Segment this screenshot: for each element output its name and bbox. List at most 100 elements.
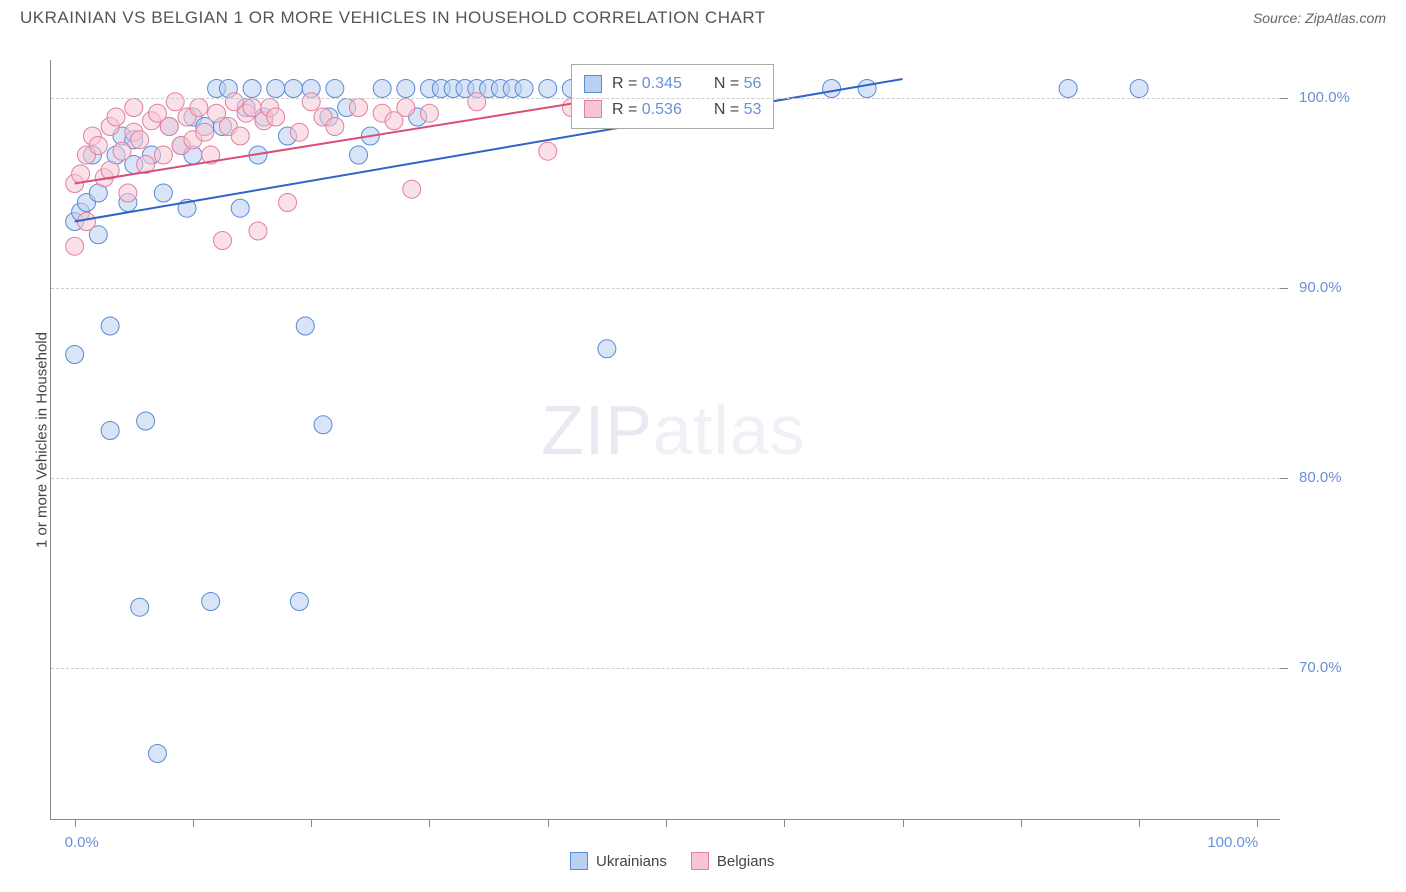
data-point <box>154 146 172 164</box>
data-point <box>202 593 220 611</box>
y-axis-label: 1 or more Vehicles in Household <box>34 310 51 570</box>
y-tick <box>1280 288 1288 289</box>
data-point <box>598 340 616 358</box>
legend-item: Ukrainians <box>570 852 667 870</box>
n-label: N = 53 <box>714 97 762 123</box>
stats-row: R = 0.345 N = 56 <box>584 71 761 97</box>
x-tick <box>193 819 194 827</box>
data-point <box>231 127 249 145</box>
data-point <box>539 80 557 98</box>
data-point <box>279 194 297 212</box>
data-point <box>302 93 320 111</box>
x-tick-label: 100.0% <box>1207 834 1258 851</box>
data-point <box>154 184 172 202</box>
r-value: 0.536 <box>642 101 682 118</box>
data-point <box>1059 80 1077 98</box>
y-tick <box>1280 668 1288 669</box>
scatter-svg <box>51 60 1281 820</box>
r-label: R = 0.345 <box>612 71 682 97</box>
legend-swatch <box>584 100 602 118</box>
x-tick <box>75 819 76 827</box>
data-point <box>314 416 332 434</box>
data-point <box>196 123 214 141</box>
x-tick <box>1021 819 1022 827</box>
chart-source: Source: ZipAtlas.com <box>1253 10 1386 26</box>
plot-area: ZIPatlas R = 0.345N = 56R = 0.536N = 53 … <box>50 60 1280 820</box>
legend-label: Ukrainians <box>596 853 667 870</box>
gridline <box>51 98 1280 99</box>
data-point <box>160 118 178 136</box>
x-tick <box>548 819 549 827</box>
data-point <box>284 80 302 98</box>
data-point <box>350 99 368 117</box>
x-tick <box>666 819 667 827</box>
data-point <box>101 317 119 335</box>
data-point <box>148 745 166 763</box>
data-point <box>515 80 533 98</box>
data-point <box>326 118 344 136</box>
data-point <box>290 123 308 141</box>
chart-title: UKRAINIAN VS BELGIAN 1 OR MORE VEHICLES … <box>20 8 766 28</box>
r-value: 0.345 <box>642 75 682 92</box>
data-point <box>125 99 143 117</box>
n-value: 53 <box>744 101 762 118</box>
y-tick-label: 80.0% <box>1299 469 1342 486</box>
data-point <box>66 237 84 255</box>
x-tick <box>1139 819 1140 827</box>
legend-swatch <box>584 75 602 93</box>
data-point <box>131 131 149 149</box>
data-point <box>397 99 415 117</box>
gridline <box>51 668 1280 669</box>
data-point <box>468 93 486 111</box>
data-point <box>101 422 119 440</box>
data-point <box>89 137 107 155</box>
data-point <box>267 80 285 98</box>
gridline <box>51 288 1280 289</box>
data-point <box>213 232 231 250</box>
gridline <box>51 478 1280 479</box>
data-point <box>326 80 344 98</box>
data-point <box>137 412 155 430</box>
n-value: 56 <box>744 75 762 92</box>
x-tick <box>429 819 430 827</box>
data-point <box>823 80 841 98</box>
y-tick <box>1280 98 1288 99</box>
data-point <box>296 317 314 335</box>
data-point <box>243 80 261 98</box>
data-point <box>72 165 90 183</box>
data-point <box>66 346 84 364</box>
data-point <box>420 104 438 122</box>
series-legend: Ukrainians Belgians <box>570 852 774 870</box>
data-point <box>397 80 415 98</box>
y-tick-label: 90.0% <box>1299 279 1342 296</box>
y-tick <box>1280 478 1288 479</box>
r-label: R = 0.536 <box>612 97 682 123</box>
x-tick <box>311 819 312 827</box>
y-tick-label: 100.0% <box>1299 89 1350 106</box>
data-point <box>858 80 876 98</box>
legend-swatch <box>570 852 588 870</box>
data-point <box>373 80 391 98</box>
data-point <box>403 180 421 198</box>
data-point <box>131 598 149 616</box>
x-tick-label: 0.0% <box>65 834 99 851</box>
n-label: N = 56 <box>714 71 762 97</box>
legend-item: Belgians <box>691 852 775 870</box>
stats-legend: R = 0.345 N = 56 R = 0.536 N = 53 <box>571 64 774 129</box>
data-point <box>166 93 184 111</box>
data-point <box>113 142 131 160</box>
stats-row: R = 0.536 N = 53 <box>584 97 761 123</box>
data-point <box>231 199 249 217</box>
x-tick <box>903 819 904 827</box>
data-point <box>190 99 208 117</box>
data-point <box>267 108 285 126</box>
data-point <box>290 593 308 611</box>
legend-label: Belgians <box>717 853 775 870</box>
legend-swatch <box>691 852 709 870</box>
y-tick-label: 70.0% <box>1299 659 1342 676</box>
data-point <box>249 222 267 240</box>
x-tick <box>1257 819 1258 827</box>
data-point <box>1130 80 1148 98</box>
chart-header: UKRAINIAN VS BELGIAN 1 OR MORE VEHICLES … <box>0 0 1406 32</box>
x-tick <box>784 819 785 827</box>
